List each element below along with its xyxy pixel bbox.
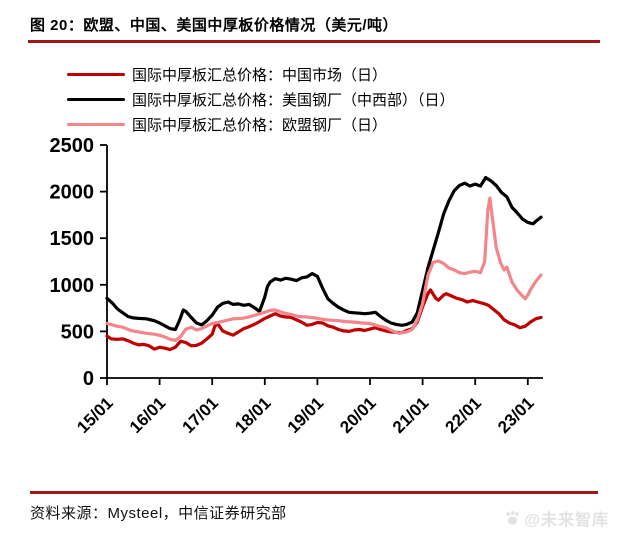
title-underline (28, 40, 600, 43)
svg-text:23/01: 23/01 (494, 393, 538, 437)
price-line-chart: 0 500 1000 1500 2000 2500 15/01 16/01 17/01 18/01… (50, 135, 543, 437)
svg-text:1500: 1500 (50, 228, 95, 250)
svg-text:0: 0 (83, 368, 94, 390)
svg-text:22/01: 22/01 (442, 393, 486, 437)
legend-label-china: 国际中厚板汇总价格：中国市场（日） (132, 67, 388, 84)
legend-swatch-china (67, 72, 125, 77)
legend-label-eu: 国际中厚板汇总价格：欧盟钢厂（日） (132, 117, 388, 134)
chart-legend: 国际中厚板汇总价格：中国市场（日） 国际中厚板汇总价格：美国钢厂（中西部）（日）… (67, 62, 455, 137)
legend-swatch-eu (67, 122, 125, 127)
watermark-text: @未来智库 (524, 512, 609, 529)
svg-text:21/01: 21/01 (389, 393, 433, 437)
svg-text:500: 500 (61, 321, 94, 343)
source-note: 资料来源：Mysteel，中信证券研究部 (30, 505, 287, 522)
svg-text:1000: 1000 (50, 275, 95, 297)
watermark-paw-icon (506, 510, 520, 524)
legend-item-us: 国际中厚板汇总价格：美国钢厂（中西部）（日） (67, 87, 455, 112)
svg-text:20/01: 20/01 (336, 393, 380, 437)
svg-text:15/01: 15/01 (73, 393, 117, 437)
legend-item-china: 国际中厚板汇总价格：中国市场（日） (67, 62, 455, 87)
legend-item-eu: 国际中厚板汇总价格：欧盟钢厂（日） (67, 112, 455, 137)
watermark: @未来智库 (504, 506, 609, 530)
svg-text:2000: 2000 (50, 182, 95, 204)
legend-label-us: 国际中厚板汇总价格：美国钢厂（中西部）（日） (132, 92, 455, 109)
svg-text:16/01: 16/01 (126, 393, 170, 437)
svg-text:19/01: 19/01 (284, 393, 328, 437)
svg-text:2500: 2500 (50, 135, 95, 157)
source-divider (30, 491, 598, 494)
legend-swatch-us (67, 97, 125, 102)
figure-title: 图 20：欧盟、中国、美国中厚板价格情况（美元/吨） (30, 17, 399, 34)
svg-text:18/01: 18/01 (231, 393, 275, 437)
svg-text:17/01: 17/01 (179, 393, 223, 437)
